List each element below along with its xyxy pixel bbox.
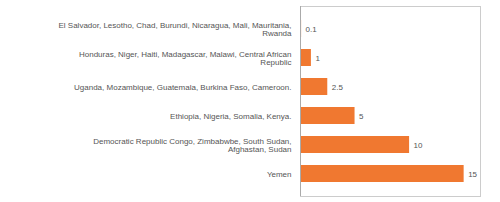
svg-text:2.5: 2.5 [332, 83, 344, 92]
svg-text:Honduras, Niger, Haiti, Madaga: Honduras, Niger, Haiti, Madagascar, Mala… [79, 50, 292, 67]
svg-text:El Salvador, Lesotho, Chad, Bu: El Salvador, Lesotho, Chad, Burundi, Nic… [58, 21, 292, 38]
svg-text:Yemen: Yemen [267, 170, 292, 179]
svg-text:5: 5 [359, 112, 364, 121]
svg-text:Uganda, Mozambique, Guatemala,: Uganda, Mozambique, Guatemala, Burkina F… [74, 83, 291, 92]
svg-text:Ethiopia, Nigeria, Somalia, Ke: Ethiopia, Nigeria, Somalia, Kenya. [170, 112, 291, 121]
svg-text:Democratic Republic Congo, Zim: Democratic Republic Congo, Zimbabwbe, So… [93, 137, 291, 154]
svg-text:15: 15 [468, 170, 477, 179]
svg-text:0.1: 0.1 [306, 25, 318, 34]
svg-text:10: 10 [414, 141, 423, 150]
svg-text:1: 1 [315, 54, 320, 63]
